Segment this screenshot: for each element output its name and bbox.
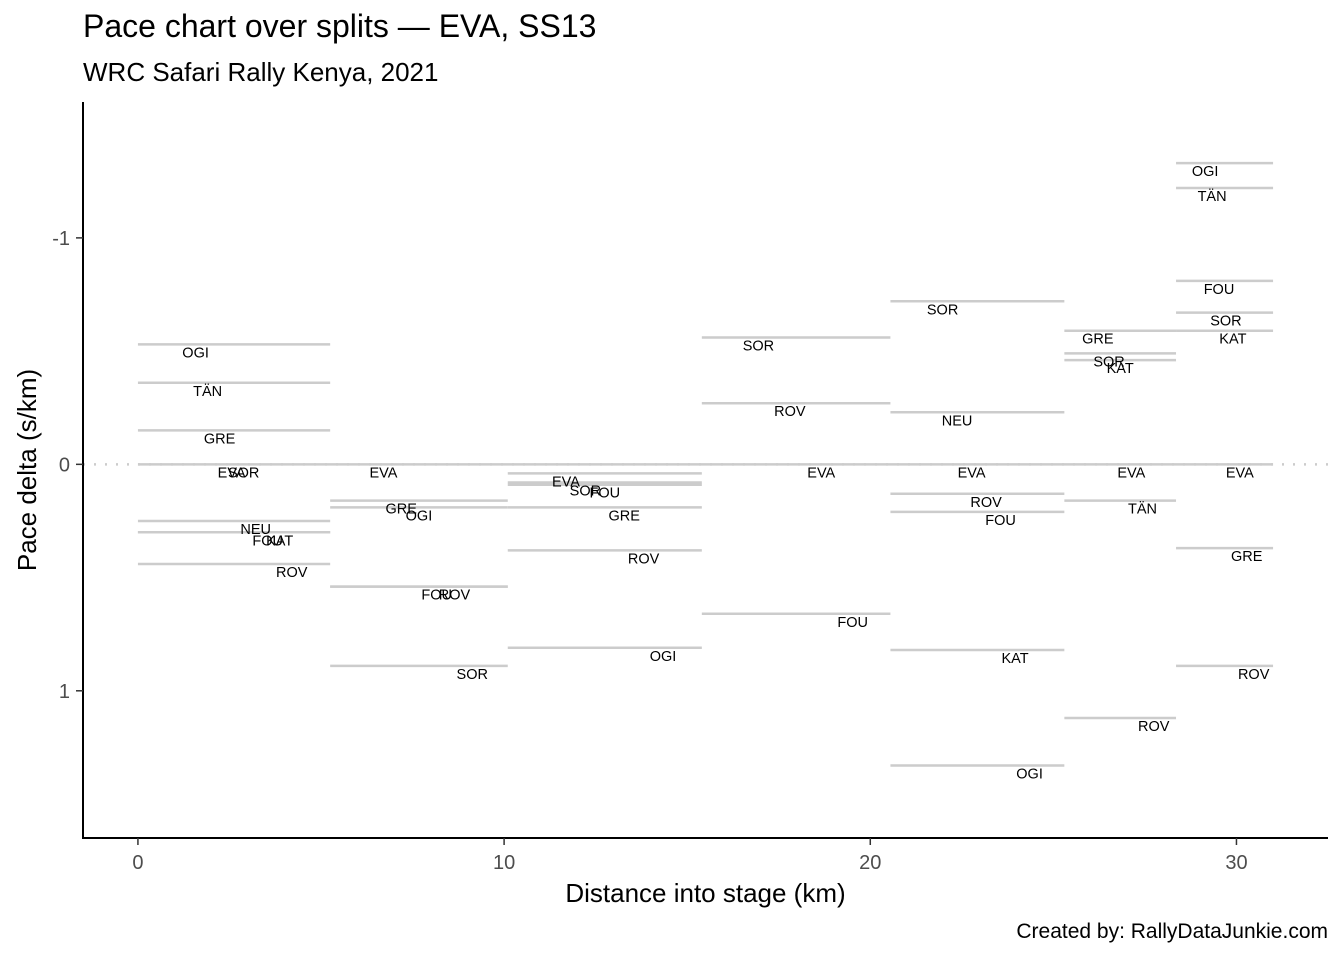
driver-label: OGI [406,508,433,524]
x-tick-label: 30 [1225,852,1247,874]
y-axis-title: Pace delta (s/km) [12,369,42,571]
driver-label: GRE [204,431,236,447]
y-tick-label: 1 [59,681,70,703]
driver-label: FOU [421,588,452,604]
driver-label: EVA [958,465,986,481]
driver-label: EVA [369,465,397,481]
driver-label: EVA [807,465,835,481]
driver-label: KAT [1002,651,1029,667]
driver-label: EVA [1117,465,1145,481]
driver-label: OGI [1192,164,1219,180]
driver-label: ROV [628,551,660,567]
driver-label: GRE [1231,549,1263,565]
driver-label: KAT [1219,332,1246,348]
driver-label: SOR [228,465,259,481]
driver-label: SOR [457,667,488,683]
driver-label: FOU [252,533,283,549]
driver-label: EVA [1226,465,1254,481]
driver-label: GRE [1082,332,1114,348]
driver-label: NEU [240,522,271,538]
driver-label: OGI [1016,767,1043,783]
driver-label: FOU [1204,282,1235,298]
y-tick-label: -1 [52,228,70,250]
driver-label: OGI [182,345,209,361]
x-tick-label: 0 [132,852,143,874]
driver-label: ROV [276,565,308,581]
driver-label: FOU [985,513,1016,529]
driver-label: SOR [570,483,601,499]
labels-layer: OGITÄNGREEVASORNEUFOUKATROVEVAGREOGIFOUR… [182,164,1269,782]
driver-label: ROV [439,588,471,604]
x-tick-label: 10 [493,852,515,874]
driver-label: OGI [650,649,677,665]
driver-label: FOU [589,486,620,502]
driver-label: NEU [942,413,973,429]
driver-label: TÄN [193,383,222,400]
driver-label: TÄN [1198,188,1227,205]
caption: Created by: RallyDataJunkie.com [1016,920,1328,943]
segments-layer [137,161,1274,767]
driver-label: ROV [774,404,806,420]
chart-subtitle: WRC Safari Rally Kenya, 2021 [83,57,439,87]
x-tick-label: 20 [859,852,881,874]
driver-label: KAT [266,533,293,549]
driver-label: KAT [1107,361,1134,377]
driver-label: EVA [218,465,246,481]
driver-label: TÄN [1128,501,1157,518]
driver-label: ROV [970,495,1002,511]
driver-label: SOR [1093,354,1124,370]
driver-label: EVA [552,474,580,490]
driver-label: FOU [837,615,868,631]
driver-label: ROV [1238,667,1270,683]
driver-label: GRE [608,508,640,524]
axes-layer: 0 10 20 30 -1 0 1 [52,102,1328,874]
driver-label: GRE [385,502,417,518]
y-tick-label: 0 [59,454,70,476]
chart-title: Pace chart over splits — EVA, SS13 [83,8,597,44]
driver-label: SOR [743,339,774,355]
x-axis-title: Distance into stage (km) [565,878,845,908]
driver-label: SOR [927,302,958,318]
driver-label: ROV [1138,719,1170,735]
driver-label: SOR [1210,314,1241,330]
